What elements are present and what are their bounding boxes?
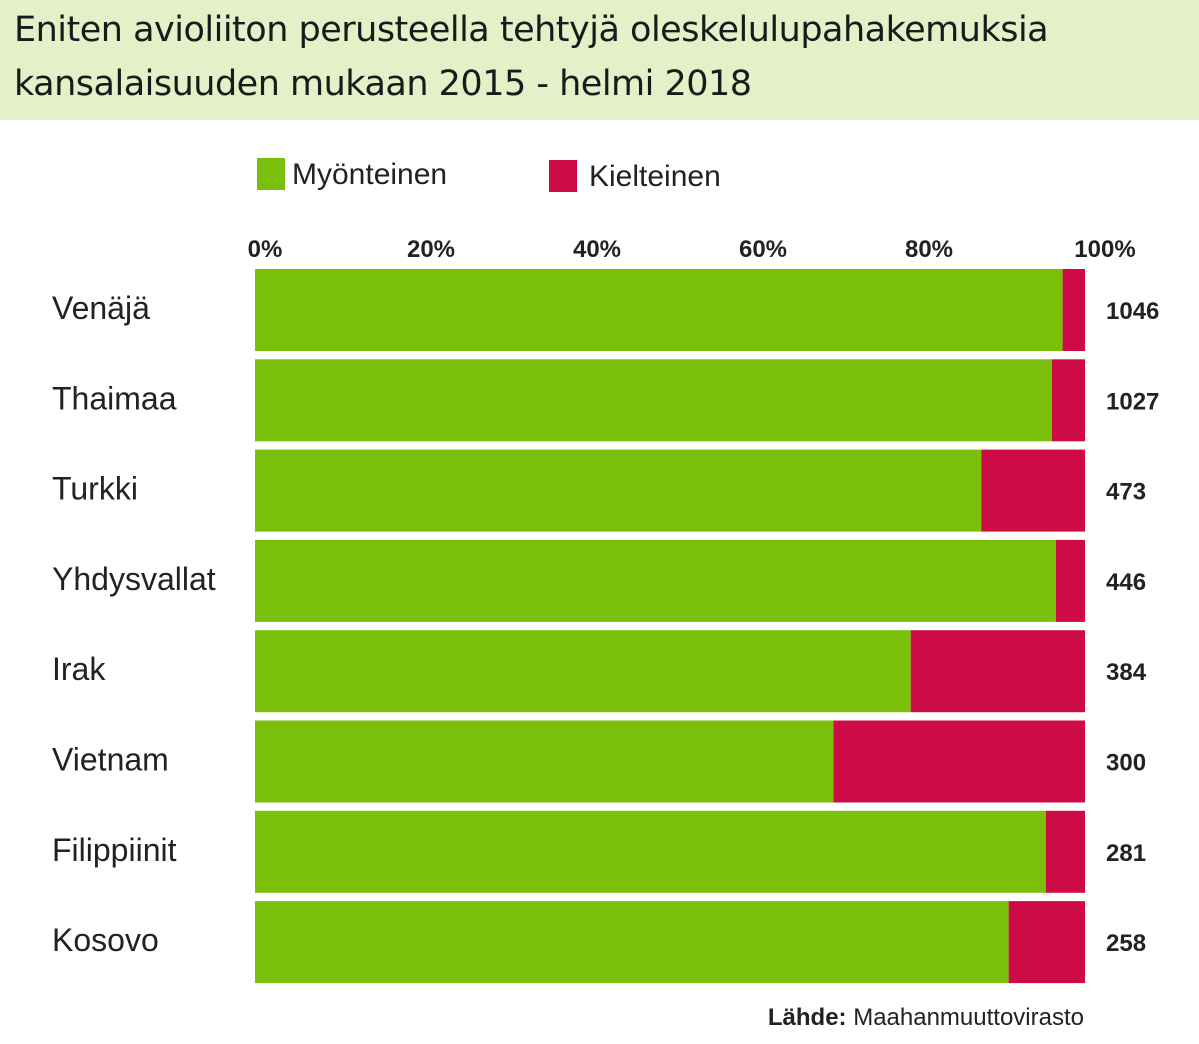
total-label: 446 xyxy=(1106,569,1146,596)
category-label: Turkki xyxy=(52,471,138,507)
category-label: Filippiinit xyxy=(52,832,177,868)
bars xyxy=(255,269,1085,984)
total-label: 258 xyxy=(1106,930,1146,957)
total-label: 1046 xyxy=(1106,298,1159,325)
x-tick-label: 100% xyxy=(1074,236,1135,263)
total-label: 281 xyxy=(1106,840,1146,867)
x-tick-label: 40% xyxy=(573,236,621,263)
legend-label-myonteinen: Myönteinen xyxy=(292,158,448,191)
bar-segment-myonteinen xyxy=(255,449,982,532)
title-banner: Eniten avioliiton perusteella tehtyjä ol… xyxy=(0,0,1199,120)
chart-title-line-2: kansalaisuuden mukaan 2015 - helmi 2018 xyxy=(14,64,752,104)
category-label: Kosovo xyxy=(52,922,159,958)
bar-segment-kielteinen xyxy=(1045,810,1085,893)
bar-segment-myonteinen xyxy=(255,720,834,803)
bar-segment-kielteinen xyxy=(981,449,1085,532)
bar-segment-kielteinen xyxy=(1055,539,1085,622)
bar-segment-kielteinen xyxy=(1051,359,1085,442)
bar-segment-myonteinen xyxy=(255,359,1052,442)
legend-swatch-myonteinen xyxy=(257,158,285,190)
legend-swatch-kielteinen xyxy=(549,160,577,192)
total-labels: 1046 1027 473 446 384 300 281 258 xyxy=(1106,298,1159,957)
category-label: Yhdysvallat xyxy=(52,561,216,597)
source-note: Lähde: Maahanmuuttovirasto xyxy=(768,1004,1084,1032)
x-tick-label: 60% xyxy=(739,236,787,263)
category-label: Venäjä xyxy=(52,290,150,326)
x-axis-ticks: 0% 20% 40% 60% 80% 100% xyxy=(248,236,1136,263)
bar-segment-kielteinen xyxy=(1008,901,1085,984)
total-label: 384 xyxy=(1106,659,1147,686)
x-tick-label: 20% xyxy=(407,236,455,263)
bar-segment-myonteinen xyxy=(255,630,911,713)
total-label: 473 xyxy=(1106,479,1146,506)
total-label: 300 xyxy=(1106,750,1146,777)
bar-segment-myonteinen xyxy=(255,901,1009,984)
category-label: Thaimaa xyxy=(52,380,177,416)
source-prefix: Lähde: xyxy=(767,1004,847,1031)
category-label: Irak xyxy=(52,651,106,687)
x-tick-label: 0% xyxy=(248,236,283,263)
total-label: 1027 xyxy=(1106,388,1159,415)
bar-segment-myonteinen xyxy=(255,810,1046,893)
legend-label-kielteinen: Kielteinen xyxy=(589,160,721,193)
bar-segment-myonteinen xyxy=(255,269,1063,351)
chart-title-line-1: Eniten avioliiton perusteella tehtyjä ol… xyxy=(14,10,1049,50)
category-label: Vietnam xyxy=(52,742,169,778)
bar-segment-myonteinen xyxy=(255,539,1056,622)
x-tick-label: 80% xyxy=(905,236,953,263)
bar-segment-kielteinen xyxy=(910,630,1085,713)
category-labels: Venäjä Thaimaa Turkki Yhdysvallat Irak Vietna… xyxy=(52,290,216,958)
bar-segment-kielteinen xyxy=(833,720,1085,803)
stacked-bar-chart: 0% 20% 40% 60% 80% 100% Venäjä Thaimaa Turkki Yh… xyxy=(52,236,1159,984)
source-name: Maahanmuuttovirasto xyxy=(853,1004,1084,1031)
bar-segment-kielteinen xyxy=(1062,269,1085,351)
